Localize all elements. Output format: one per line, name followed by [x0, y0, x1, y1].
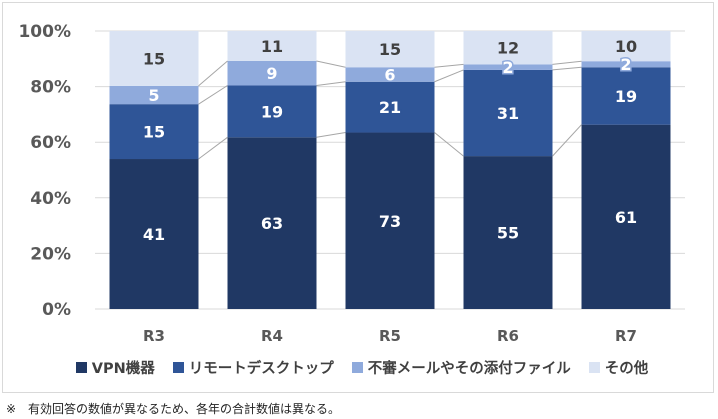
chart-frame: 41 15 5 15 63 19 9 11 73 21 6 15 55 31 2 12 61 19 2 10 0% 20…: [2, 2, 714, 393]
series-line: [552, 66, 582, 71]
data-label: 19: [615, 87, 637, 106]
data-label: 55: [497, 224, 519, 243]
data-label: 21: [379, 98, 401, 117]
bar-segment: [109, 85, 199, 105]
footnote: ※ 有効回答の数値が異なるため、各年の合計数値は異なる。: [6, 402, 341, 416]
data-label: 73: [379, 212, 401, 231]
legend-swatch: [351, 362, 363, 373]
bar-segment: [227, 85, 317, 138]
bar-segment: [227, 31, 317, 61]
bars: [109, 31, 671, 309]
bar-segment: [581, 124, 671, 309]
data-label: 12: [497, 39, 519, 58]
legend-item: VPN機器: [75, 357, 155, 378]
data-label: 9: [266, 64, 277, 83]
data-label: 63: [261, 214, 283, 233]
data-label: 31: [497, 104, 519, 123]
legend-item: 不審メールやその添付ファイル: [351, 357, 571, 378]
y-tick-label: 0%: [42, 300, 71, 320]
legend-swatch: [172, 362, 184, 373]
legend-item: リモートデスクトップ: [172, 357, 334, 378]
y-tick-label: 40%: [30, 189, 71, 209]
bar-segment: [463, 31, 553, 65]
series-line: [434, 132, 464, 157]
y-tick-label: 60%: [30, 133, 71, 153]
bar-segment: [581, 31, 671, 62]
bar-segment: [345, 132, 435, 309]
series-line: [198, 85, 228, 105]
data-label: 41: [143, 225, 165, 244]
series-line: [316, 60, 346, 68]
data-label: 6: [384, 66, 395, 85]
data-label: 2: [620, 55, 631, 74]
data-label: 19: [261, 102, 283, 121]
legend: VPN機器 リモートデスクトップ 不審メールやその添付ファイル その他: [3, 357, 718, 378]
data-label: 61: [615, 208, 637, 227]
legend-label: 不審メールやその添付ファイル: [367, 361, 571, 377]
x-tick-label: R3: [143, 327, 165, 345]
series-line: [552, 60, 582, 65]
bar-segment: [109, 31, 199, 86]
legend-item: その他: [588, 357, 649, 378]
bar-segment: [227, 137, 317, 309]
y-tick-label: 100%: [18, 22, 71, 42]
y-tick-label: 20%: [30, 244, 71, 264]
data-label: 5: [148, 86, 159, 105]
legend-label: リモートデスクトップ: [188, 361, 334, 377]
legend-swatch: [588, 362, 600, 373]
x-tick-label: R5: [379, 327, 401, 345]
legend-swatch: [75, 362, 87, 373]
series-lines: [198, 60, 582, 160]
legend-label: VPN機器: [91, 361, 155, 377]
y-tick-label: 80%: [30, 78, 71, 98]
series-line: [434, 69, 464, 83]
series-line: [198, 136, 228, 160]
x-tick-label: R7: [615, 327, 637, 345]
bar-segment: [463, 64, 553, 70]
bar-segment: [463, 69, 553, 157]
legend-label: その他: [604, 361, 649, 377]
series-line: [198, 60, 228, 87]
x-tick-label: R4: [261, 327, 283, 345]
data-label: 15: [143, 123, 165, 142]
bar-segment: [345, 31, 435, 68]
x-tick-label: R6: [497, 327, 519, 345]
data-label: 15: [379, 40, 401, 59]
series-line: [552, 124, 582, 157]
bar-segment: [581, 67, 671, 125]
bar-segment: [463, 156, 553, 309]
bar-segment: [227, 60, 317, 86]
bar-segment: [345, 67, 435, 82]
series-line: [434, 63, 464, 68]
bar-segment: [109, 104, 199, 160]
bar-segment: [345, 81, 435, 133]
data-label: 10: [615, 37, 637, 56]
series-line: [316, 132, 346, 138]
series-line: [316, 81, 346, 87]
data-label: 11: [261, 37, 283, 56]
bar-segment: [109, 159, 199, 309]
data-label: 15: [143, 49, 165, 68]
bar-segment: [581, 61, 671, 68]
data-label: 2: [502, 58, 513, 77]
axis-labels: 0% 20% 40% 60% 80% 100% R3 R4 R5 R6 R7: [18, 22, 637, 345]
